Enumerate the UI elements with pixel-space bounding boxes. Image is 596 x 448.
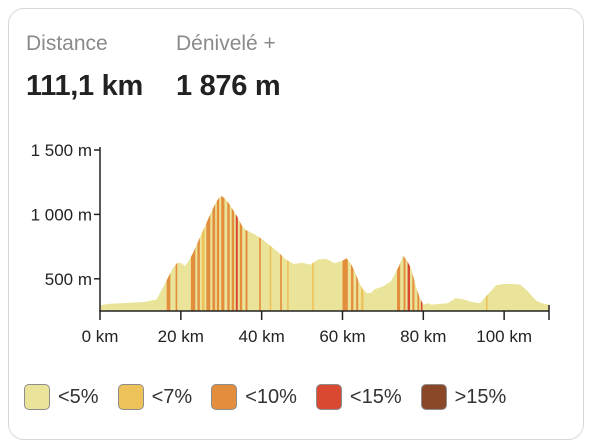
- gradient-band-lt10: [417, 195, 420, 311]
- y-tick-label: 1 000 m: [31, 205, 92, 224]
- distance-stat: Distance 111,1 km: [26, 32, 143, 103]
- gradient-band-lt7: [361, 195, 364, 311]
- gradient-band-lt10: [221, 195, 225, 311]
- gradient-band-lt15: [235, 195, 238, 311]
- legend-label: <15%: [349, 385, 402, 408]
- legend-label: >15%: [454, 385, 507, 408]
- gradient-band-lt15: [407, 195, 410, 311]
- elevation-gain-label: Dénivelé +: [176, 32, 276, 55]
- gradient-band-lt10: [239, 195, 243, 311]
- gradient-band-lt10: [351, 195, 354, 311]
- legend-item-lt10: <10%: [211, 384, 297, 410]
- gradient-band-lt10: [227, 195, 230, 311]
- gradient-band-lt10: [216, 195, 220, 311]
- gradient-band-lt10: [403, 195, 406, 311]
- legend-swatch: [315, 384, 342, 410]
- gradient-band-lt7: [486, 195, 488, 311]
- legend-item-gt15: >15%: [420, 384, 507, 410]
- elevation-card: [8, 8, 584, 440]
- axes: 0 km 20 km 40 km 60 km 80 km 100 km 500 m 1 000…: [31, 141, 550, 346]
- gradient-band-lt7: [287, 195, 289, 311]
- x-tick-label: 20 km: [158, 327, 204, 346]
- gradient-band-lt10: [197, 195, 200, 311]
- gradient-legend: <5% <7% <10% <15% >15%: [24, 384, 525, 410]
- gradient-band-lt10: [259, 195, 261, 311]
- gradient-band-lt10: [231, 195, 235, 311]
- gradient-band-lt10: [356, 195, 359, 311]
- x-tick-label: 60 km: [319, 327, 365, 346]
- gradient-band-lt15: [420, 195, 423, 311]
- y-tick-label: 1 500 m: [31, 141, 92, 160]
- legend-item-lt15: <15%: [315, 384, 402, 410]
- gradient-band-lt10: [280, 195, 282, 311]
- profile-area: [100, 195, 549, 311]
- legend-label: <7%: [151, 385, 193, 408]
- distance-label: Distance: [26, 32, 108, 55]
- y-tick-label: 500 m: [45, 270, 92, 289]
- x-tick-label: 80 km: [400, 327, 446, 346]
- gradient-band-lt10: [245, 195, 248, 311]
- legend-swatch: [211, 384, 238, 410]
- gradient-band-lt10: [342, 195, 348, 311]
- legend-label: <10%: [245, 385, 297, 408]
- gradient-band-lt10: [397, 195, 401, 311]
- x-tick-label: 100 km: [476, 327, 532, 346]
- legend-swatch: [420, 384, 447, 410]
- x-tick-label: 0 km: [82, 327, 119, 346]
- elevation-gain-stat: Dénivelé + 1 876 m: [176, 32, 281, 103]
- gradient-band-lt7: [312, 195, 314, 311]
- gradient-band-lt10: [212, 195, 216, 311]
- elevation-gain-value: 1 876 m: [176, 70, 281, 102]
- gradient-band-lt10: [166, 195, 171, 311]
- legend-swatch: [24, 384, 50, 410]
- legend-item-lt7: <7%: [117, 384, 193, 410]
- profile-area-fill: [100, 195, 549, 311]
- gradient-band-lt7: [201, 195, 205, 311]
- distance-value: 111,1 km: [26, 70, 143, 102]
- gradient-band-lt7: [269, 195, 272, 311]
- legend-label: <5%: [58, 385, 99, 408]
- gradient-band-lt10: [190, 195, 196, 311]
- gradient-band-lt10: [206, 195, 211, 311]
- legend-item-lt5: <5%: [24, 384, 99, 410]
- legend-swatch: [117, 384, 144, 410]
- gradient-band-lt10: [175, 195, 178, 311]
- gradient-band-lt10: [412, 195, 415, 311]
- x-tick-label: 40 km: [239, 327, 285, 346]
